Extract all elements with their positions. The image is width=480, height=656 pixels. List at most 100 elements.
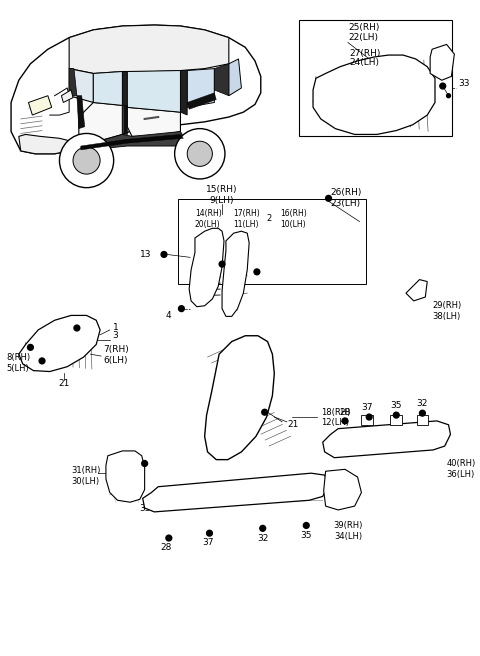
Text: 25(RH): 25(RH) — [348, 24, 379, 32]
Polygon shape — [406, 279, 427, 301]
Polygon shape — [79, 102, 122, 146]
Circle shape — [166, 535, 172, 541]
Text: 13: 13 — [140, 250, 151, 259]
Circle shape — [440, 83, 445, 89]
Text: 4: 4 — [165, 311, 171, 320]
Polygon shape — [214, 64, 229, 96]
Text: 12(LH): 12(LH) — [321, 419, 349, 427]
Text: 16(RH): 16(RH) — [280, 209, 307, 218]
Polygon shape — [28, 96, 52, 115]
Bar — [417, 415, 428, 425]
Text: 32: 32 — [257, 533, 268, 543]
Polygon shape — [180, 71, 187, 115]
Text: 5(LH): 5(LH) — [6, 364, 29, 373]
Text: 28: 28 — [339, 407, 351, 417]
Text: 21: 21 — [59, 379, 70, 388]
Polygon shape — [123, 106, 127, 134]
Text: 9(LH): 9(LH) — [210, 195, 234, 205]
Circle shape — [446, 94, 450, 98]
Polygon shape — [143, 473, 328, 512]
Text: 23(LH): 23(LH) — [330, 199, 360, 208]
Circle shape — [366, 414, 372, 420]
Polygon shape — [127, 71, 180, 112]
Text: 38(LH): 38(LH) — [432, 312, 460, 321]
Circle shape — [219, 261, 225, 267]
Polygon shape — [69, 69, 77, 96]
Circle shape — [161, 251, 167, 257]
Circle shape — [60, 133, 114, 188]
Bar — [300, 20, 453, 136]
Circle shape — [187, 141, 212, 167]
Circle shape — [74, 325, 80, 331]
Text: 31(RH): 31(RH) — [71, 466, 100, 475]
Text: 2: 2 — [267, 214, 272, 223]
Circle shape — [420, 410, 425, 416]
Text: 15(RH): 15(RH) — [206, 185, 238, 194]
Circle shape — [394, 412, 399, 418]
Circle shape — [303, 523, 309, 528]
Polygon shape — [204, 336, 275, 460]
Circle shape — [175, 129, 225, 179]
Polygon shape — [187, 69, 214, 108]
Circle shape — [254, 269, 260, 275]
Circle shape — [39, 358, 45, 364]
Polygon shape — [106, 451, 144, 502]
Polygon shape — [19, 316, 100, 371]
Text: 6(LH): 6(LH) — [103, 356, 128, 365]
Polygon shape — [69, 69, 93, 102]
Circle shape — [325, 195, 331, 201]
Polygon shape — [189, 228, 224, 307]
Text: 37: 37 — [361, 403, 373, 412]
Text: 35: 35 — [300, 531, 312, 540]
Circle shape — [142, 461, 147, 466]
Text: 26(RH): 26(RH) — [330, 188, 362, 197]
Text: 22(LH): 22(LH) — [348, 33, 378, 42]
Text: 18(RH): 18(RH) — [321, 407, 350, 417]
Circle shape — [262, 409, 267, 415]
Text: 7(RH): 7(RH) — [103, 345, 129, 354]
Polygon shape — [324, 469, 361, 510]
Circle shape — [73, 147, 100, 174]
Polygon shape — [222, 231, 249, 316]
Polygon shape — [430, 45, 455, 80]
Circle shape — [260, 525, 265, 531]
Polygon shape — [127, 108, 180, 136]
Circle shape — [179, 306, 184, 312]
Text: 3: 3 — [113, 331, 119, 340]
Polygon shape — [81, 134, 183, 150]
Polygon shape — [122, 72, 127, 108]
Bar — [178, 199, 366, 285]
Polygon shape — [61, 90, 73, 102]
Text: 29(RH): 29(RH) — [432, 301, 461, 310]
Text: 11(LH): 11(LH) — [234, 220, 259, 229]
Text: 37: 37 — [202, 539, 213, 547]
Text: 34(LH): 34(LH) — [334, 531, 362, 541]
Polygon shape — [19, 134, 71, 154]
Polygon shape — [229, 59, 241, 96]
Text: 1: 1 — [113, 323, 119, 333]
Text: 39(RH): 39(RH) — [333, 521, 362, 530]
Circle shape — [342, 418, 348, 424]
Text: 30(LH): 30(LH) — [71, 478, 99, 486]
Circle shape — [27, 344, 33, 350]
Polygon shape — [77, 96, 84, 129]
Text: 8(RH): 8(RH) — [6, 352, 30, 361]
Text: 33: 33 — [458, 79, 470, 88]
Text: 27(RH): 27(RH) — [350, 49, 381, 58]
Text: 32: 32 — [417, 399, 428, 408]
Bar — [361, 415, 373, 425]
Text: 20(LH): 20(LH) — [195, 220, 221, 229]
Bar — [390, 415, 402, 425]
Polygon shape — [187, 92, 216, 110]
Text: 35: 35 — [391, 401, 402, 410]
Polygon shape — [313, 55, 435, 134]
Polygon shape — [69, 25, 229, 73]
Text: 21: 21 — [287, 420, 298, 429]
Text: 33: 33 — [139, 504, 150, 514]
Polygon shape — [93, 72, 122, 106]
Polygon shape — [323, 421, 450, 458]
Text: 40(RH): 40(RH) — [446, 459, 476, 468]
Text: 24(LH): 24(LH) — [350, 58, 380, 68]
Circle shape — [206, 530, 212, 536]
Text: 28: 28 — [160, 543, 172, 552]
